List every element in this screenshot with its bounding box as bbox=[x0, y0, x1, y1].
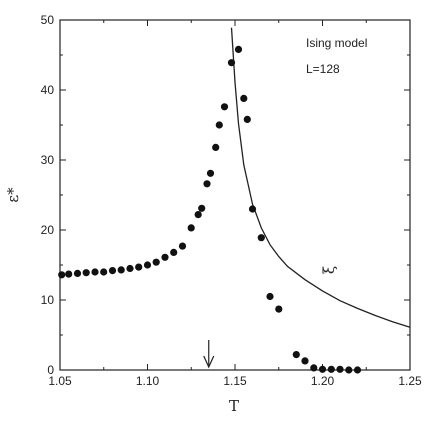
y-tick-label: 50 bbox=[41, 13, 55, 27]
data-points bbox=[58, 45, 362, 374]
data-point bbox=[345, 366, 353, 374]
legend-size: L=128 bbox=[306, 62, 340, 76]
x-tick-label: 1.25 bbox=[398, 374, 422, 388]
data-point bbox=[248, 205, 257, 213]
data-point bbox=[327, 365, 335, 373]
data-point bbox=[220, 103, 229, 111]
y-tick-label: 20 bbox=[41, 223, 55, 237]
data-point bbox=[310, 364, 318, 372]
data-point bbox=[240, 94, 248, 102]
xi-curve-group bbox=[230, 27, 411, 328]
data-point bbox=[108, 267, 117, 275]
data-point bbox=[117, 266, 125, 274]
legend-title: Ising model bbox=[306, 36, 367, 50]
data-point bbox=[187, 224, 195, 232]
data-point bbox=[266, 292, 274, 301]
data-point bbox=[100, 268, 108, 276]
data-point bbox=[203, 180, 211, 188]
arrow-head bbox=[203, 355, 215, 369]
data-point bbox=[336, 365, 344, 373]
x-tick-label: 1.05 bbox=[48, 374, 72, 388]
data-point bbox=[65, 270, 73, 278]
data-point bbox=[170, 248, 178, 256]
axis-ticks bbox=[59, 19, 411, 371]
data-point bbox=[91, 268, 99, 276]
data-point bbox=[135, 263, 143, 271]
y-axis-label: ε* bbox=[4, 187, 22, 203]
y-tick-label: 10 bbox=[41, 293, 55, 307]
data-point bbox=[257, 234, 265, 242]
curve-label-xi: ξ bbox=[320, 266, 338, 274]
data-point bbox=[234, 45, 243, 54]
x-axis-label: T bbox=[229, 397, 239, 415]
data-point bbox=[198, 204, 206, 212]
data-point bbox=[82, 269, 90, 277]
data-point bbox=[126, 264, 134, 273]
tick-labels: 1.05 1.10 1.15 1.20 1.25 0 10 20 30 40 50 bbox=[41, 13, 422, 388]
data-point bbox=[143, 261, 152, 269]
data-point bbox=[178, 242, 187, 250]
y-tick-label: 30 bbox=[41, 153, 55, 167]
data-point bbox=[353, 366, 362, 374]
data-point bbox=[161, 253, 169, 261]
xi-curve bbox=[230, 27, 411, 328]
data-point bbox=[58, 271, 66, 279]
y-tick-label: 40 bbox=[41, 83, 55, 97]
x-tick-label: 1.20 bbox=[311, 374, 335, 388]
data-point bbox=[227, 59, 236, 67]
x-tick-label: 1.10 bbox=[136, 374, 160, 388]
data-point bbox=[301, 357, 309, 365]
data-point bbox=[318, 365, 327, 373]
x-tick-label: 1.15 bbox=[223, 374, 247, 388]
arrow-marker bbox=[203, 340, 215, 369]
data-point bbox=[194, 211, 202, 219]
data-point bbox=[73, 269, 82, 277]
y-tick-label: 0 bbox=[47, 363, 54, 377]
data-point bbox=[243, 115, 251, 123]
data-point bbox=[212, 143, 220, 151]
data-point bbox=[215, 121, 223, 129]
data-point bbox=[152, 258, 160, 266]
data-point bbox=[292, 351, 300, 359]
data-point bbox=[275, 305, 283, 313]
data-point bbox=[206, 169, 215, 177]
